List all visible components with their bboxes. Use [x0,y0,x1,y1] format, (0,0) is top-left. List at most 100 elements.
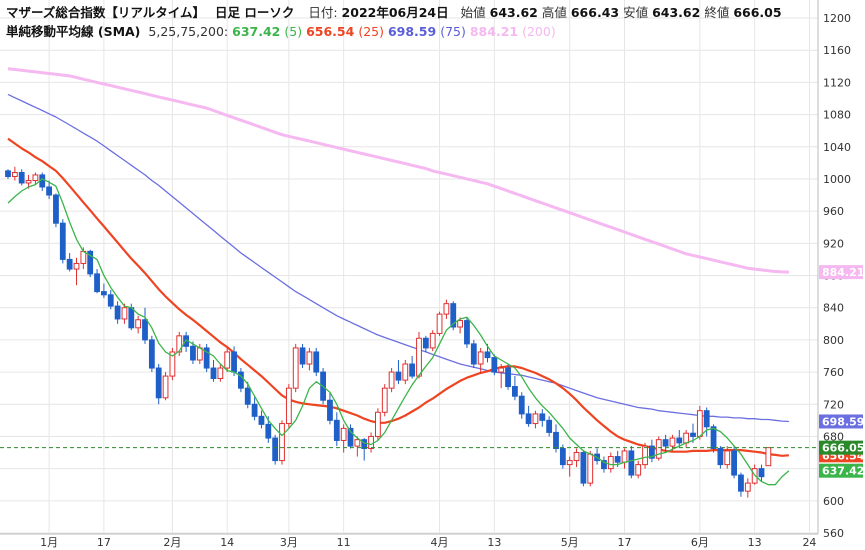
candle-body-down [484,351,491,359]
candle-body-up [744,482,751,492]
sma200-path [7,67,789,274]
candle-body-down [148,339,155,369]
candle-body-up [532,413,539,425]
candle-body-up [375,411,381,437]
y-tick-label: 600 [823,495,844,508]
candle-body-up [306,351,313,365]
candle-body-up [340,427,347,441]
candle-body-down [327,399,333,421]
candle-body-down [518,395,525,415]
candle-body-up [25,180,32,184]
candle-body-up [217,367,224,379]
candle-body-down [628,450,635,476]
low-value: 643.62 [652,5,701,20]
candle-body-up [73,262,80,270]
candle-body-down [238,371,244,389]
candle-body-up [587,453,594,484]
candle-body-up [402,363,409,381]
sma-label: 単純移動平均線 (SMA) [6,24,141,39]
candle-body-up [354,439,361,447]
candle-body-up [11,172,18,178]
candle-body-up [724,450,731,466]
sma200-period: (200) [522,24,556,39]
candle-body-down [676,437,683,444]
grid-lines [0,0,819,535]
candle-body-up [696,410,703,437]
candle-body-down [491,357,498,373]
candle-body-down [66,258,73,270]
sma5-value: 637.42 [232,24,281,39]
x-tick-label: 14 [220,536,234,549]
candle-body-down [18,172,25,184]
candle-body-up [566,460,573,466]
candle-body-down [580,452,587,484]
x-tick-label: 1月 [40,536,58,549]
sma75-line [7,93,789,423]
candle-body-up [429,332,436,349]
candle-body-down [107,294,114,307]
candle-body-down [5,170,11,178]
sma5-line [7,178,790,486]
candle-body-down [101,291,107,296]
candle-body-up [285,387,292,425]
candle-body-down [142,319,148,341]
sma75-path [7,93,789,423]
sma-periods: 5,25,75,200: [148,24,229,39]
candle-body-down [313,351,320,373]
y-tick-label: 920 [823,237,844,250]
candle-body-up [621,450,628,463]
sma25-period: (25) [358,24,384,39]
candle-body-up [655,439,662,459]
value-tag-text: 884.21 [822,266,864,279]
sma5-period: (5) [284,24,303,39]
candle-body-down [546,419,553,433]
y-tick-label: 960 [823,205,844,218]
instrument-name: マザーズ総合指数【リアルタイム】 [6,5,206,20]
close-label: 終値 [704,5,730,20]
high-value: 666.43 [570,5,620,20]
y-tick-label: 840 [823,302,844,315]
candle-body-down [559,448,566,466]
open-value: 643.62 [489,5,538,20]
candle-body-up [381,387,388,413]
value-tag-text: 698.59 [822,415,864,428]
low-label: 安値 [623,5,649,20]
x-axis: 1月 17 2月 14 3月 11 4月 13 5月 17 6月 13 24 [40,536,816,549]
candle-body-down [347,427,354,447]
sma200-value: 884.21 [469,24,519,39]
candle-body-up [135,319,142,329]
candle-body-down [244,387,251,405]
candle-body-up [368,435,374,450]
candle-body-down [690,432,696,437]
candle-body-down [94,273,100,293]
value-tag-bg [819,440,863,455]
candle-body-down [272,437,279,462]
value-tag-bg [819,414,863,429]
x-tick-label: 4月 [431,536,449,549]
y-tick-label: 800 [823,334,844,347]
header-line-2: 単純移動平均線 (SMA) 5,25,75,200: 637.42 (5) 65… [6,21,556,40]
y-tick-label: 720 [823,398,844,411]
candle-body-down [231,351,237,373]
candle-body-down [59,222,66,260]
candle-body-up [169,351,176,377]
sma75-value: 698.59 [387,24,437,39]
x-tick-label: 6月 [691,536,709,549]
candle-body-up [765,447,772,467]
candle-body-up [436,313,443,334]
candle-body-down [539,413,546,421]
close-value: 666.05 [733,5,782,20]
x-tick-label: 5月 [561,536,579,549]
candle-body-down [703,410,710,428]
candle-body-down [662,439,669,447]
candle-body-down [190,345,196,361]
value-tag-bg [819,463,863,478]
sma5-path [7,178,790,486]
x-tick-label: 11 [337,536,351,549]
date-value: 2022年06月24日 [341,5,449,20]
candle-body-down [614,456,621,463]
candle-body-down [265,423,272,439]
candle-body-up [498,367,505,373]
candle-body-up [683,432,690,444]
